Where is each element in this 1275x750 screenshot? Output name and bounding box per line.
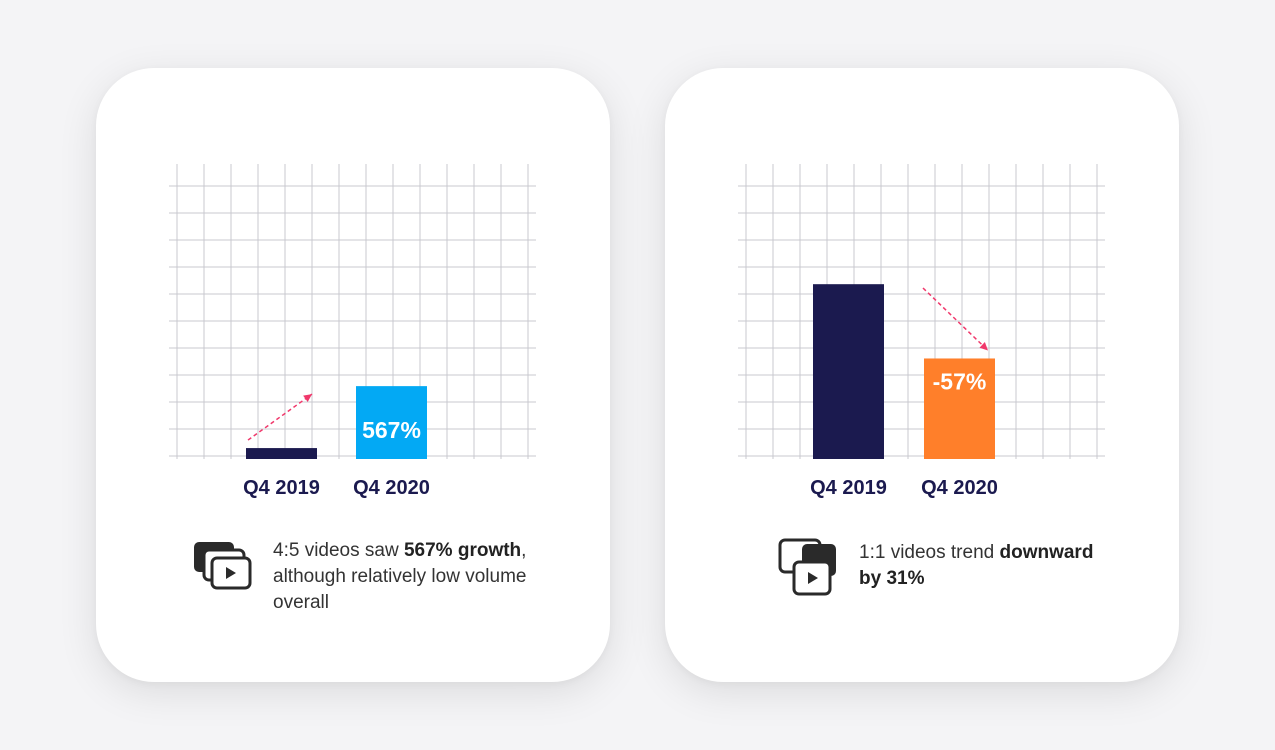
grid	[169, 164, 536, 459]
caption-left: 4:5 videos saw 567% growth, although rel…	[273, 538, 563, 616]
bar	[246, 448, 317, 459]
tick-label: Q4 2019	[810, 477, 887, 499]
caption-lead: 1:1 videos trend	[859, 542, 1000, 563]
data-label: -57%	[933, 368, 987, 394]
caption-right: 1:1 videos trend downward by 31%	[859, 540, 1119, 592]
bar	[924, 358, 995, 459]
chart-card-right: Q4 2019 Q4 2020 -57% 1:1 videos trend down…	[665, 68, 1179, 682]
video-stack-icon	[778, 538, 836, 596]
bar	[356, 386, 427, 459]
caption-lead: 4:5 videos saw	[273, 540, 404, 561]
tick-label: Q4 2020	[353, 477, 430, 499]
trend-arrow-head	[303, 394, 312, 402]
bar-chart-left: Q4 2019 Q4 2020 567%	[169, 164, 536, 499]
grid	[738, 164, 1105, 459]
caption-tail: , although relatively low volume overall	[273, 540, 527, 613]
bar	[813, 284, 884, 459]
video-stack-icon	[194, 542, 252, 590]
caption-bold: 567% growth	[403, 540, 522, 561]
caption-bold: downward by 31%	[859, 542, 1094, 589]
data-label: 567%	[362, 417, 421, 443]
bar-chart-right: Q4 2019 Q4 2020 -57%	[738, 164, 1105, 499]
chart-card-left: Q4 2019 Q4 2020 567% 4:5 videos saw 567% g…	[96, 68, 610, 682]
trend-arrow-head	[979, 342, 988, 351]
tick-label: Q4 2019	[243, 477, 320, 499]
trend-arrow-line	[922, 287, 989, 352]
trend-arrow-line	[247, 393, 313, 441]
tick-label: Q4 2020	[921, 477, 998, 499]
